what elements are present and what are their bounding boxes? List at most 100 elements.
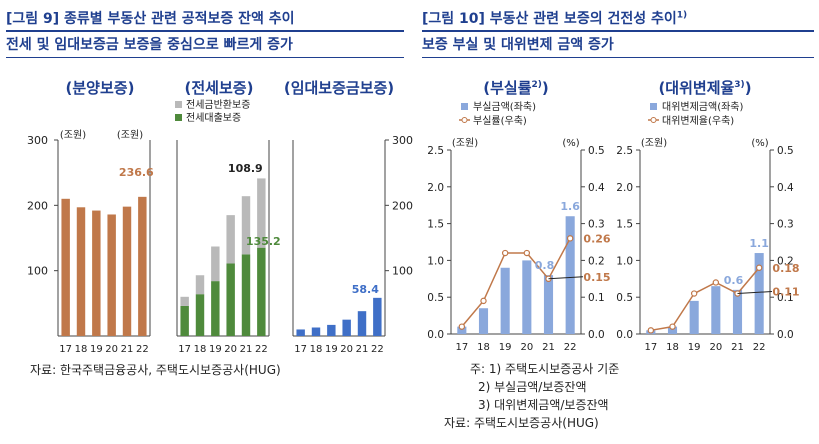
fig9-panel1-data-label: 236.6	[119, 166, 154, 179]
fig10-panel1-bar	[457, 326, 467, 334]
fig10-subtitle: 보증 부실 및 대위변제 금액 증가	[422, 37, 614, 53]
fig9-panel2-title: (전세보증)	[185, 79, 254, 97]
fig10-panel1-legend-marker	[461, 117, 468, 123]
fig9-panel2-bar-loan	[241, 254, 251, 336]
fig10-panel1-leader-21	[548, 276, 584, 280]
fig9-panel2-bar-return	[211, 246, 220, 282]
fig10-note-2: 2) 부실금액/보증잔액	[478, 380, 587, 394]
fig10-panel1-bar	[522, 260, 532, 334]
fig10-panel2-title-main: (대위변제율	[658, 79, 734, 97]
fig9-panel2-data-label-total: 108.9	[228, 162, 263, 175]
fig9-subtitle-rule	[6, 57, 404, 58]
fig10-panel2-right-tick-label: 0.3	[777, 219, 794, 231]
fig10-panel2-x-label: 18	[666, 342, 679, 353]
fig9-unit-left: (조원)	[60, 129, 86, 141]
fig9-panel3-x-label: 21	[356, 344, 369, 355]
fig9-panel3-x-label: 22	[371, 344, 384, 355]
fig9-title-rule	[6, 30, 404, 32]
fig10-panel1-right-tick-label: 0.3	[588, 219, 605, 231]
fig9-panel3-bar	[296, 329, 305, 336]
fig9-legend-swatch-loan	[175, 114, 182, 121]
fig10-panel2-left-tick-label: 0.0	[616, 329, 633, 341]
fig9-panel2-data-label-loan: 135.2	[246, 235, 281, 248]
fig9-panel2-bar-loan	[195, 294, 205, 336]
fig9-panel3-x-label: 19	[325, 344, 338, 355]
fig10-panel1-x-label: 22	[564, 342, 577, 353]
fig10-panel2-bar	[711, 286, 721, 334]
fig9-panel2-x-label: 17	[178, 344, 191, 355]
fig9-panel1-bar	[92, 210, 101, 336]
fig9-panel1-bar	[122, 206, 132, 336]
fig10-panel2-x-label: 21	[731, 342, 744, 353]
fig10-panel1-title-end: )	[542, 79, 549, 97]
fig9-panel1-x-label: 19	[90, 344, 103, 355]
fig9-panel3-bar	[327, 324, 336, 336]
fig9-panel1-x-label: 20	[105, 344, 118, 355]
fig10-note-3: 3) 대위변제금액/보증잔액	[478, 398, 609, 412]
fig10-panel1-line-label-22: 0.26	[583, 232, 610, 245]
fig10-panel2-title-end: )	[745, 79, 752, 97]
fig10-panel1-legend-swatch-bar	[461, 103, 468, 110]
fig9-panel3-x-label: 17	[294, 344, 307, 355]
fig9-panel2-x-label: 19	[209, 344, 222, 355]
fig10-panel2-left-tick-label: 0.5	[616, 292, 633, 304]
fig10-panel1-left-tick-label: 1.0	[427, 255, 444, 267]
fig10-panel2-right-tick-label: 0.0	[777, 329, 794, 341]
fig10-panel2-bar	[667, 326, 678, 334]
fig10-panel2-x-label: 22	[753, 342, 766, 353]
fig10-panel2-bar-label-22: 1.1	[749, 237, 769, 250]
fig9-panel2-title-main: (전세보증)	[185, 79, 254, 97]
fig9-panel1-title: (분양보증)	[66, 79, 135, 97]
fig10-panel2-line-label-22: 0.18	[772, 262, 799, 275]
fig9-panel1-x-label: 21	[121, 344, 134, 355]
fig10-panel2-line-marker	[690, 290, 698, 297]
fig10-panel2-bar	[689, 300, 699, 334]
fig10-panel1-bar-label-21: 0.8	[535, 259, 555, 272]
fig10-subtitle-rule	[422, 57, 814, 58]
fig9-panel1-x-label: 22	[136, 344, 149, 355]
fig10-panel1-bar	[500, 267, 510, 334]
fig10-panel1-right-tick-label: 0.0	[588, 329, 605, 341]
fig10-panel2-title: (대위변제율3))	[658, 79, 751, 97]
fig10-panel1-title-sup: 2)	[532, 80, 542, 90]
fig9-panel3-title: (임대보증금보증)	[284, 79, 394, 97]
fig10-panel2-line	[650, 267, 760, 332]
fig10-panel1-x-label: 20	[520, 342, 533, 353]
fig9-panel2-x-label: 22	[255, 344, 268, 355]
fig10-panel1-bar	[565, 216, 575, 334]
fig10-panel2-legend-marker	[650, 117, 657, 123]
fig9-panel1-bar	[76, 207, 86, 336]
fig9-panel2-x-label: 18	[194, 344, 207, 355]
fig9-legend-swatch-return	[175, 101, 182, 108]
fig10-panel1-left-tick-label: 1.5	[427, 219, 444, 231]
fig10-panel2-legend-swatch-bar	[650, 103, 657, 110]
fig9-panel2-bar-loan	[180, 305, 189, 336]
fig10-panel2-legend-label-bar: 대위변제금액(좌축)	[662, 100, 744, 113]
fig10-panel2-leader-21	[737, 291, 773, 295]
fig9-left-tick-label: 100	[27, 265, 48, 278]
fig9-panel3-bar	[311, 327, 321, 336]
fig10-title: [그림 10] 부동산 관련 보증의 건전성 추이1)	[422, 8, 687, 28]
fig10-panel2-x-label: 19	[688, 342, 701, 353]
fig9-legend-label-return: 전세금반환보증	[186, 99, 250, 111]
fig9-panel1-bar	[138, 196, 147, 336]
fig10-panel1-line-marker	[523, 249, 531, 257]
fig10-panel1-legend-label-bar: 부실금액(좌축)	[473, 101, 536, 113]
fig10-panel2-bar	[754, 253, 764, 334]
fig9-panel3-bar	[342, 319, 351, 336]
fig10-panel2-x-label: 20	[709, 342, 722, 353]
fig10-panel2-unit-left: (조원)	[641, 137, 667, 149]
fig10-panel2-line-marker	[712, 279, 720, 286]
fig10-panel1-unit-right: (%)	[562, 138, 579, 149]
fig10-panel2-left-tick-label: 1.5	[616, 219, 633, 231]
fig9-panel1-x-label: 17	[59, 344, 72, 355]
fig10-panel2-line-marker	[669, 323, 676, 330]
fig10-source: 자료: 주택도시보증공사(HUG)	[444, 416, 599, 430]
fig10-panel1-x-label: 21	[542, 342, 555, 353]
fig10-panel2-bar-label-21: 0.6	[724, 274, 744, 287]
fig10-panel1-x-label: 18	[477, 342, 490, 353]
fig9-panel2-bar-return	[257, 178, 266, 248]
fig10-panel2-line-label-21: 0.11	[772, 286, 799, 299]
fig9-panel1-title-main: (분양보증)	[66, 79, 135, 97]
fig9-panel2-bar-loan	[226, 263, 235, 336]
